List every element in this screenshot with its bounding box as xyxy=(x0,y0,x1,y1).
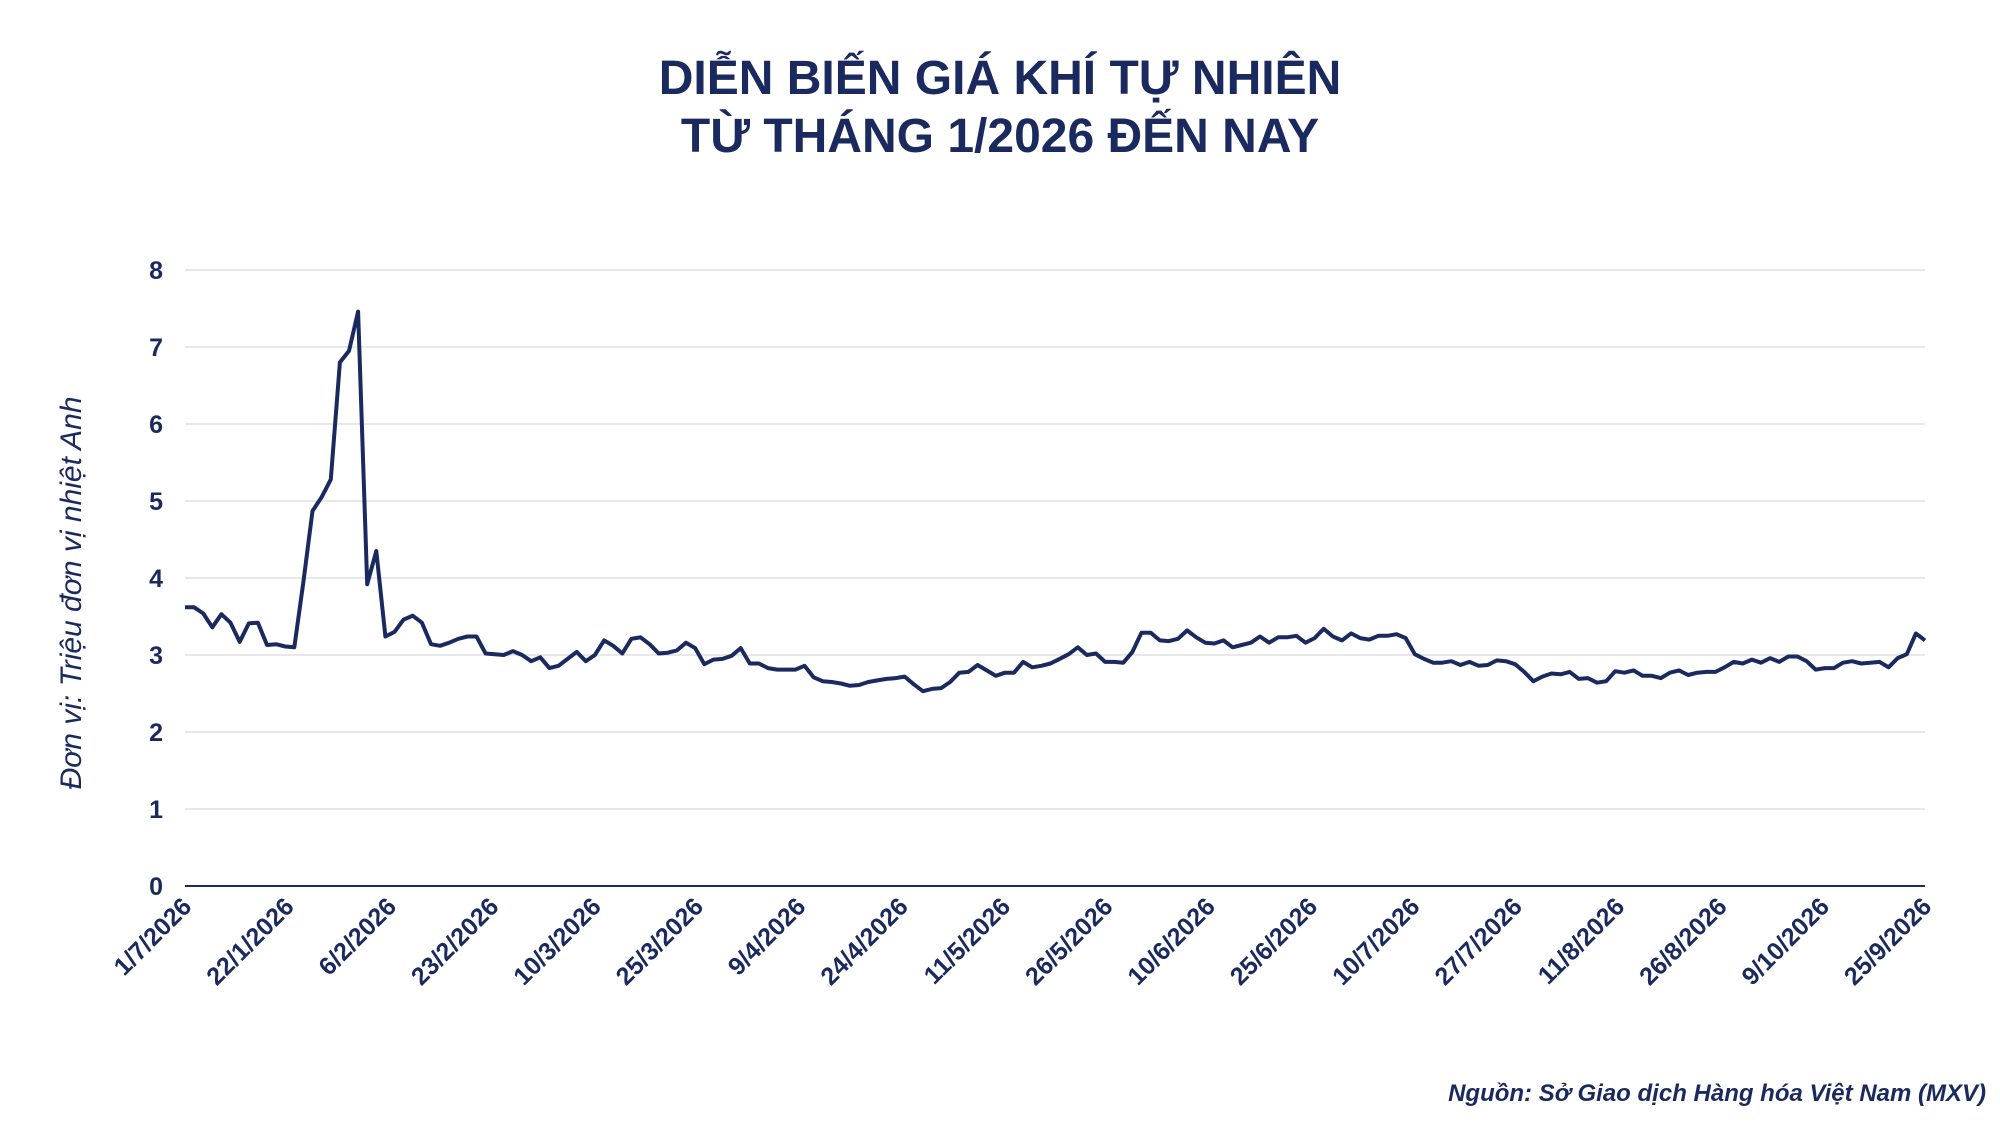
y-tick-label: 2 xyxy=(149,719,163,747)
x-tick-label: 10/3/2026 xyxy=(508,892,606,990)
x-tick-label: 26/8/2026 xyxy=(1634,892,1732,990)
series-line xyxy=(185,309,1927,694)
x-tick-label: 23/2/2026 xyxy=(406,892,504,990)
y-tick-label: 4 xyxy=(149,565,163,593)
x-tick-label: 1/7/2026 xyxy=(109,892,198,981)
x-tick-label: 9/10/2026 xyxy=(1736,892,1834,990)
y-tick-label: 1 xyxy=(149,796,163,824)
x-tick-label: 26/5/2026 xyxy=(1020,892,1118,990)
grid-lines xyxy=(185,269,1925,887)
chart-title-line-2: TỪ THÁNG 1/2026 ĐẾN NAY xyxy=(680,110,1320,163)
x-tick-label: 25/6/2026 xyxy=(1225,892,1323,990)
y-tick-label: 7 xyxy=(149,334,163,362)
x-tick-label: 10/6/2026 xyxy=(1122,892,1220,990)
chart-title-line-1: DIỄN BIẾN GIÁ KHÍ TỰ NHIÊN xyxy=(658,52,1342,105)
x-tick-label: 27/7/2026 xyxy=(1429,892,1527,990)
x-tick-label: 24/4/2026 xyxy=(815,892,913,990)
x-tick-label: 9/4/2026 xyxy=(723,892,812,981)
y-tick-label: 5 xyxy=(149,488,163,516)
x-tick-label: 25/9/2026 xyxy=(1839,892,1937,990)
series-lines xyxy=(185,309,1927,694)
y-tick-label: 0 xyxy=(149,873,163,901)
x-tick-label: 11/8/2026 xyxy=(1533,892,1630,989)
x-tick-label: 11/5/2026 xyxy=(919,892,1016,989)
y-tick-labels: 0 1 2 3 4 5 6 7 8 xyxy=(149,257,163,901)
x-tick-label: 25/3/2026 xyxy=(611,892,709,990)
y-tick-label: 3 xyxy=(149,642,163,670)
x-tick-label: 6/2/2026 xyxy=(313,892,402,981)
y-tick-label: 6 xyxy=(149,411,163,439)
source-note: Nguồn: Sở Giao dịch Hàng hóa Việt Nam (M… xyxy=(1448,1080,1986,1107)
y-tick-label: 8 xyxy=(149,257,163,285)
x-tick-labels: 1/7/2026 22/1/2026 6/2/2026 23/2/2026 10/3/2… xyxy=(109,892,1938,990)
x-tick-label: 22/1/2026 xyxy=(201,892,299,990)
x-tick-label: 10/7/2026 xyxy=(1327,892,1425,990)
